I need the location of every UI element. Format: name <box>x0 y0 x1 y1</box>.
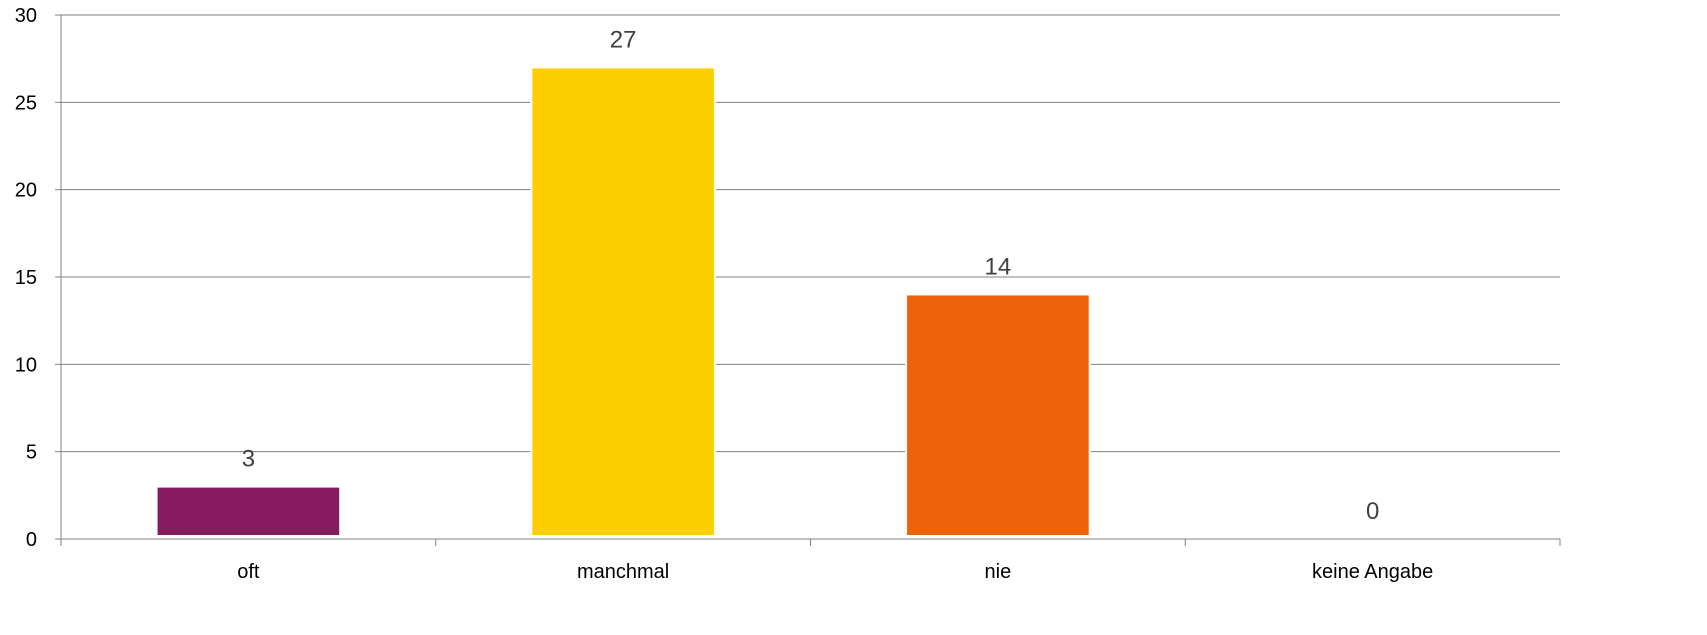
data-label: 14 <box>985 253 1012 280</box>
y-tick-label: 30 <box>15 5 37 27</box>
bar-oft <box>155 485 342 538</box>
y-tick-label: 20 <box>15 180 37 202</box>
data-label: 3 <box>242 446 255 473</box>
y-tick-label: 0 <box>26 529 37 551</box>
y-tick-label: 15 <box>15 267 37 289</box>
axes <box>60 15 1561 546</box>
data-labels: 3 27 14 0 <box>242 26 1380 525</box>
y-tick-label: 5 <box>26 442 37 464</box>
x-tick-label: oft <box>237 561 260 583</box>
data-label: 27 <box>610 26 637 53</box>
bar-manchmal <box>530 66 716 538</box>
x-tick-label: nie <box>985 561 1012 583</box>
bars <box>155 66 1091 538</box>
bar-nie <box>905 293 1091 538</box>
x-tick-label: manchmal <box>577 561 669 583</box>
x-tick-label: keine Angabe <box>1312 561 1433 583</box>
data-label: 0 <box>1366 498 1379 525</box>
gridlines <box>61 14 1560 453</box>
x-axis-labels: oft manchmal nie keine Angabe <box>237 561 1433 583</box>
y-axis-ticks: 0 5 10 15 20 25 30 <box>15 5 61 551</box>
y-tick-label: 25 <box>15 92 37 114</box>
y-tick-label: 10 <box>15 354 37 376</box>
